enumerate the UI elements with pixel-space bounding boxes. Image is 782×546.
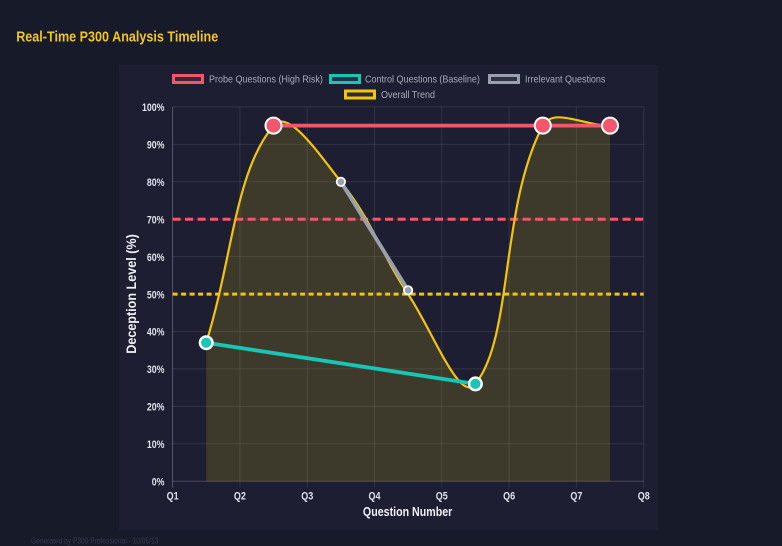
svg-text:Q5: Q5 [436, 491, 448, 503]
svg-text:Control Questions (Baseline): Control Questions (Baseline) [365, 74, 480, 86]
svg-text:Q4: Q4 [368, 491, 380, 503]
svg-text:20%: 20% [147, 402, 165, 414]
svg-text:Generated by P300 Professional: Generated by P300 Professional - 10/05/1… [31, 536, 158, 546]
svg-text:Q3: Q3 [301, 491, 313, 503]
svg-text:100%: 100% [142, 102, 165, 114]
svg-text:Deception Level (%): Deception Level (%) [123, 234, 139, 354]
svg-text:Q2: Q2 [234, 491, 246, 503]
svg-text:Real-Time P300 Analysis Timeli: Real-Time P300 Analysis Timeline [16, 27, 218, 44]
svg-text:Overall Trend: Overall Trend [381, 89, 435, 101]
svg-text:0%: 0% [152, 477, 165, 489]
svg-text:Q6: Q6 [503, 491, 515, 503]
svg-text:50%: 50% [147, 289, 165, 301]
svg-text:Q7: Q7 [570, 491, 582, 503]
svg-text:90%: 90% [147, 140, 165, 152]
svg-text:Question Number: Question Number [363, 504, 453, 519]
svg-text:Irrelevant Questions: Irrelevant Questions [525, 74, 606, 86]
svg-text:60%: 60% [147, 252, 165, 264]
svg-text:Q1: Q1 [167, 491, 179, 503]
svg-text:Probe Questions (High Risk): Probe Questions (High Risk) [209, 74, 323, 86]
svg-text:10%: 10% [147, 439, 165, 451]
svg-text:30%: 30% [147, 364, 165, 376]
svg-text:40%: 40% [147, 327, 165, 339]
svg-text:80%: 80% [147, 177, 165, 189]
svg-text:70%: 70% [147, 215, 165, 227]
svg-text:Q8: Q8 [638, 491, 650, 503]
